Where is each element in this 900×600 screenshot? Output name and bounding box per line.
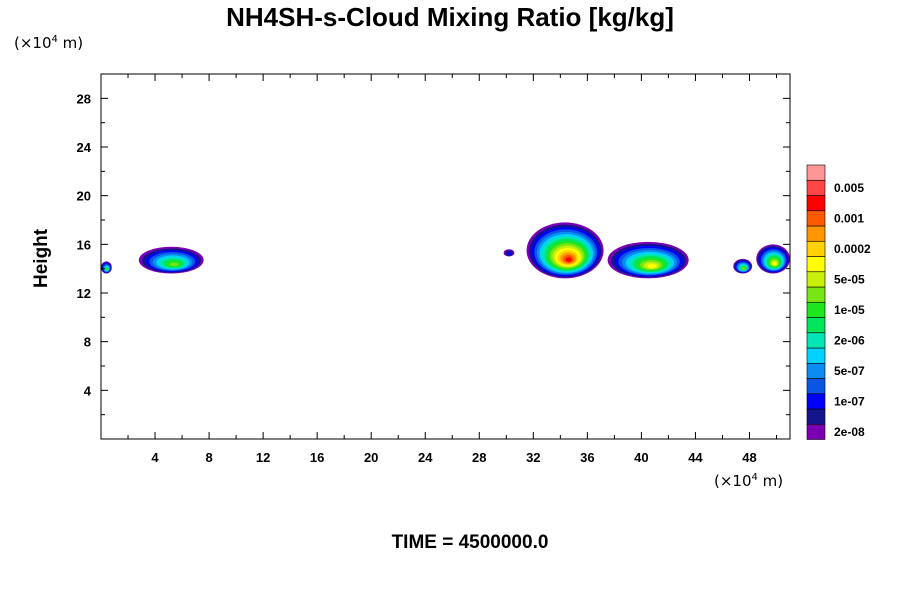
x-tick-label: 4 (151, 450, 159, 465)
colorbar-label: 2e-06 (834, 333, 865, 347)
colorbar-label: 1e-05 (834, 303, 865, 317)
cloud-feature-6-level-11 (772, 261, 777, 266)
cloud-feature-2-level-2 (507, 252, 512, 256)
colorbar-swatch (806, 408, 826, 425)
x-tick-label: 16 (310, 450, 324, 465)
colorbar-label: 2e-08 (834, 425, 865, 439)
chart-title: NH4SH-s-Cloud Mixing Ratio [kg/kg] (226, 2, 674, 32)
y-tick-label: 12 (77, 286, 91, 301)
time-label: TIME = 4500000.0 (391, 532, 549, 553)
colorbar-swatch (806, 256, 826, 273)
x-tick-label: 36 (580, 450, 594, 465)
colorbar-swatch (806, 378, 826, 395)
y-axis-unit: (×104 m) (14, 34, 84, 52)
cloud-feature-5-level-9 (742, 267, 746, 270)
colorbar-swatch (806, 423, 826, 440)
colorbar-swatch (806, 225, 826, 242)
colorbar-swatch (806, 210, 826, 227)
x-tick-label: 20 (364, 450, 378, 465)
y-tick-label: 20 (77, 189, 91, 204)
y-tick-label: 8 (84, 335, 91, 350)
colorbar-swatch (806, 301, 826, 318)
y-tick-label: 28 (77, 91, 91, 106)
colorbar-swatch (806, 195, 826, 212)
y-tick-label: 4 (84, 383, 92, 398)
colorbar-label: 0.0002 (834, 242, 871, 256)
x-tick-label: 8 (205, 450, 212, 465)
colorbar-swatch (806, 286, 826, 303)
cloud-field (101, 222, 790, 279)
x-tick-label: 44 (688, 450, 703, 465)
x-tick-label: 24 (418, 450, 433, 465)
colorbar-swatch (806, 332, 826, 349)
colorbar-label: 1e-07 (834, 394, 865, 408)
colorbar-swatch (806, 317, 826, 334)
colorbar-label: 5e-07 (834, 364, 865, 378)
colorbar-label: 5e-05 (834, 272, 865, 286)
x-tick-label: 48 (742, 450, 756, 465)
cloud-feature-4-level-11 (647, 263, 657, 269)
y-tick-label: 16 (77, 237, 91, 252)
x-tick-label: 32 (526, 450, 540, 465)
colorbar-label: 0.001 (834, 211, 864, 225)
colorbar-swatch (806, 240, 826, 257)
cloud-feature-0-level-8 (105, 268, 109, 271)
colorbar-swatch (806, 347, 826, 364)
x-tick-label: 12 (256, 450, 270, 465)
plot-frame (100, 73, 791, 440)
colorbar-swatch (806, 393, 826, 410)
x-axis-unit: (×104 m) (714, 472, 784, 490)
x-tick-label: 40 (634, 450, 648, 465)
colorbar-swatch (806, 164, 826, 181)
colorbar-swatch (806, 271, 826, 288)
colorbar-label: 0.005 (834, 181, 864, 195)
y-tick-label: 24 (77, 140, 92, 155)
colorbar-swatch (806, 179, 826, 196)
cloud-feature-1-level-9 (169, 262, 179, 267)
cloud-feature-3-level-15 (565, 257, 572, 262)
colorbar-swatch (806, 362, 826, 379)
x-tick-label: 28 (472, 450, 486, 465)
